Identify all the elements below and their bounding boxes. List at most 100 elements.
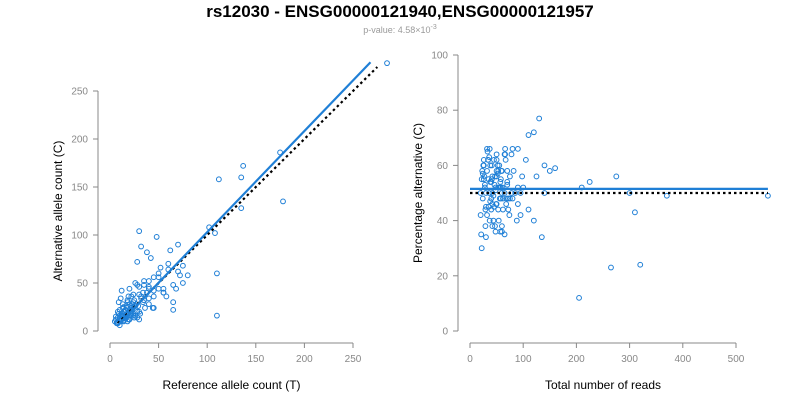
- data-point: [147, 255, 154, 261]
- data-point: [504, 179, 511, 185]
- data-point: [497, 195, 504, 202]
- data-point: [632, 209, 638, 216]
- data-point: [499, 168, 505, 174]
- data-point: [125, 293, 132, 300]
- data-point: [502, 145, 509, 152]
- data-point: [126, 301, 133, 308]
- data-point: [504, 181, 511, 188]
- data-point: [214, 270, 220, 277]
- data-point: [483, 234, 489, 241]
- data-point: [149, 305, 156, 311]
- data-point: [145, 295, 152, 302]
- data-point: [517, 212, 524, 218]
- data-point: [533, 173, 540, 180]
- y-tick-label: 50: [77, 279, 89, 290]
- data-point: [134, 282, 141, 288]
- data-point: [126, 285, 133, 292]
- y-tick-label: 150: [71, 183, 88, 194]
- data-point: [479, 170, 486, 177]
- p-value-exponent: -3: [430, 24, 437, 31]
- data-point: [552, 165, 559, 172]
- data-point: [145, 283, 152, 290]
- data-point: [514, 201, 521, 207]
- data-point: [502, 156, 509, 163]
- data-point: [509, 195, 516, 202]
- x-tick-label: 400: [674, 354, 691, 365]
- y-tick-label: 100: [431, 51, 448, 62]
- data-point: [483, 203, 489, 210]
- y-tick-label: 100: [71, 231, 88, 242]
- y-tick-label: 60: [437, 161, 449, 172]
- x-tick-label: 500: [728, 354, 745, 365]
- data-point: [512, 190, 519, 196]
- data-point: [765, 192, 771, 199]
- data-point: [175, 241, 181, 248]
- data-point: [177, 272, 183, 279]
- data-point: [637, 261, 644, 268]
- data-point: [508, 151, 515, 158]
- p-value-text: p-value: 4.58×10: [363, 25, 431, 35]
- data-point: [626, 190, 633, 196]
- data-point: [238, 205, 245, 212]
- data-point: [495, 217, 502, 224]
- data-point: [170, 306, 177, 313]
- p-value-subtitle: p-value: 4.58×10-3: [0, 24, 800, 35]
- data-point: [119, 301, 126, 308]
- data-point: [485, 176, 492, 183]
- x-tick-label: 100: [199, 354, 216, 365]
- data-point: [484, 212, 490, 218]
- data-point: [478, 245, 485, 252]
- data-point: [160, 285, 167, 292]
- y-tick-label: 250: [71, 87, 88, 98]
- data-point: [525, 206, 532, 213]
- data-point: [478, 231, 485, 238]
- data-point: [134, 258, 141, 265]
- data-point: [384, 60, 390, 67]
- x-tick-label: 50: [153, 354, 165, 365]
- data-point: [479, 168, 486, 174]
- data-point: [126, 316, 133, 323]
- data-point: [150, 293, 157, 300]
- y-tick-label: 0: [442, 327, 448, 338]
- data-point: [481, 181, 488, 188]
- data-point: [546, 168, 553, 174]
- data-point: [525, 132, 532, 138]
- data-point: [613, 173, 620, 180]
- data-point: [155, 270, 162, 277]
- data-point: [489, 190, 496, 196]
- data-point: [141, 282, 147, 288]
- data-point: [484, 145, 490, 152]
- data-point: [507, 195, 513, 202]
- data-point: [145, 301, 152, 308]
- data-point: [492, 223, 498, 230]
- data-point: [150, 274, 157, 281]
- data-point: [536, 115, 543, 122]
- data-point: [480, 156, 487, 163]
- data-point: [155, 285, 162, 292]
- data-point: [142, 305, 148, 311]
- allele-count-scatter-plot: 0 50 100 150 200 250 0 50 100 150 200 250 Reference …: [51, 60, 390, 392]
- y-tick-label: 0: [82, 327, 88, 338]
- data-point: [491, 181, 498, 188]
- data-point: [486, 145, 493, 152]
- data-point: [541, 162, 548, 169]
- data-point: [491, 203, 497, 210]
- data-point: [170, 299, 177, 306]
- x-tick-label: 0: [107, 354, 113, 365]
- y-tick-label: 80: [437, 106, 449, 117]
- data-point: [477, 212, 484, 218]
- data-point: [497, 179, 504, 185]
- data-point: [136, 308, 143, 315]
- data-point: [145, 278, 152, 284]
- data-point: [212, 230, 218, 236]
- data-point: [502, 151, 509, 158]
- chart-title: rs12030 - ENSG00000121940,ENSG0000012195…: [206, 2, 594, 21]
- x-axis-label: Total number of reads: [545, 378, 661, 392]
- data-point: [507, 173, 513, 180]
- y-tick-label: 200: [71, 135, 88, 146]
- data-point: [509, 145, 516, 152]
- data-point: [136, 291, 143, 298]
- data-point: [491, 156, 497, 163]
- data-point: [163, 293, 170, 300]
- data-point: [488, 195, 495, 202]
